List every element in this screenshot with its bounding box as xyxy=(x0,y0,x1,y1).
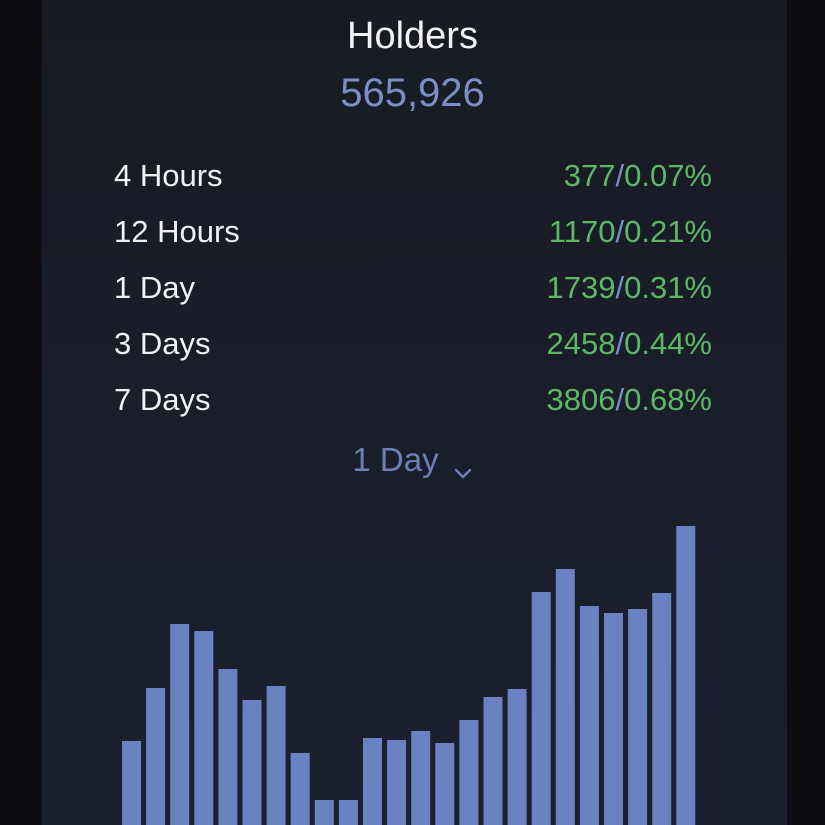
stat-row-1-day: 1 Day 1739/0.31% xyxy=(114,260,712,316)
stat-count: 1739 xyxy=(546,270,616,305)
chart-bar-8[interactable] xyxy=(290,753,310,825)
left-edge xyxy=(0,0,42,825)
stat-value: 377/0.07% xyxy=(564,158,712,194)
chart-bar-7[interactable] xyxy=(266,686,286,825)
stat-percent: 0.21% xyxy=(624,214,712,249)
stat-value: 3806/0.68% xyxy=(547,382,713,418)
chart-bar-21[interactable] xyxy=(604,613,623,825)
holder-change-list: 4 Hours 377/0.07% 12 Hours 1170/0.21% 1 … xyxy=(114,148,712,428)
chart-bar-3[interactable] xyxy=(170,624,190,825)
stat-label: 3 Days xyxy=(114,326,211,361)
chart-bar-18[interactable] xyxy=(531,592,551,825)
chart-bar-19[interactable] xyxy=(555,569,575,825)
chart-bar-10[interactable] xyxy=(338,800,358,825)
chevron-down-icon xyxy=(453,450,473,479)
chart-bar-6[interactable] xyxy=(242,700,262,825)
chart-bar-12[interactable] xyxy=(387,740,407,825)
stat-label: 1 Day xyxy=(114,270,195,305)
stat-row-7-days: 7 Days 3806/0.68% xyxy=(114,372,712,428)
stat-count: 1170 xyxy=(548,214,616,249)
holders-total: 565,926 xyxy=(340,71,485,115)
stat-row-3-days: 3 Days 2458/0.44% xyxy=(114,316,712,372)
chart-bar-11[interactable] xyxy=(363,738,382,825)
stat-percent: 0.07% xyxy=(624,158,712,193)
stat-count: 3806 xyxy=(546,382,616,417)
stat-label: 12 Hours xyxy=(114,214,240,249)
stat-label: 7 Days xyxy=(114,382,211,417)
stat-percent: 0.31% xyxy=(624,270,712,305)
stat-separator: / xyxy=(615,158,625,193)
chart-bar-14[interactable] xyxy=(435,743,455,825)
stat-separator: / xyxy=(615,270,625,305)
stat-row-12-hours: 12 Hours 1170/0.21% xyxy=(114,204,712,260)
stat-count: 377 xyxy=(563,158,616,193)
chart-bar-22[interactable] xyxy=(628,609,648,825)
chart-bar-17[interactable] xyxy=(507,689,527,825)
chart-bar-9[interactable] xyxy=(314,800,334,825)
chart-bar-16[interactable] xyxy=(483,697,503,825)
period-dropdown[interactable]: 1 Day xyxy=(0,438,825,482)
stat-value: 1170/0.21% xyxy=(549,214,712,250)
stat-percent: 0.44% xyxy=(624,326,712,361)
chart-bars xyxy=(122,526,696,825)
chart-bar-23[interactable] xyxy=(652,593,672,825)
page-title: Holders xyxy=(347,15,478,57)
stat-separator: / xyxy=(615,382,625,417)
stat-count: 2458 xyxy=(546,326,616,361)
stat-row-4-hours: 4 Hours 377/0.07% xyxy=(114,148,712,204)
stat-value: 2458/0.44% xyxy=(547,326,713,362)
stat-value: 1739/0.31% xyxy=(547,270,713,306)
chart-bar-1[interactable] xyxy=(122,741,141,825)
chart-bar-2[interactable] xyxy=(146,688,166,825)
stat-separator: / xyxy=(615,214,625,249)
period-dropdown-value: 1 Day xyxy=(352,441,439,478)
chart-bar-4[interactable] xyxy=(194,631,214,825)
chart-bar-5[interactable] xyxy=(218,669,238,825)
chart-bar-20[interactable] xyxy=(579,606,599,825)
stat-separator: / xyxy=(615,326,625,361)
chart-bar-13[interactable] xyxy=(411,731,431,825)
right-edge xyxy=(783,0,825,825)
stat-label: 4 Hours xyxy=(114,158,223,193)
chart-bar-24[interactable] xyxy=(676,526,696,825)
chart-bar-15[interactable] xyxy=(459,720,479,825)
stat-percent: 0.68% xyxy=(624,382,712,417)
